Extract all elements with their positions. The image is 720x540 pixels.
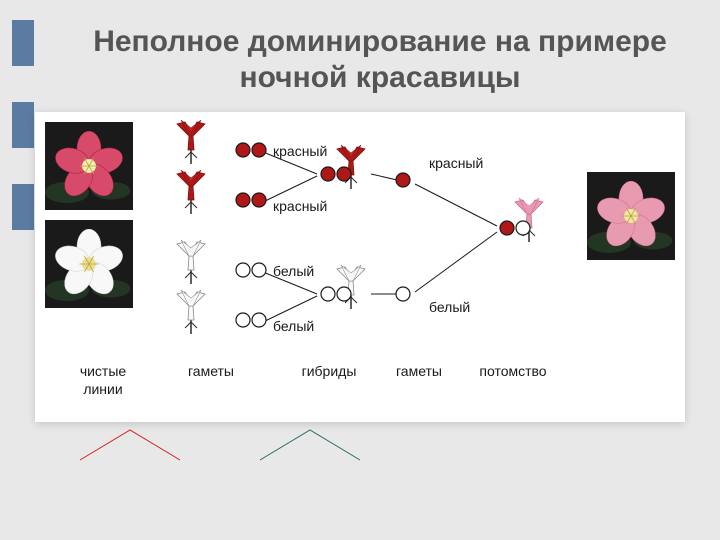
schematic-flower [177,240,205,284]
schematic-flower [177,290,205,334]
allele-pair [236,193,266,207]
allele-pair [321,287,351,301]
flower-label: красный [429,155,483,171]
schematic-flower [177,170,205,214]
flower-label: красный [273,198,327,214]
column-label: линии [83,381,122,397]
column-label: гибриды [302,363,357,379]
accent-bar [12,102,34,148]
flower-label: белый [273,263,314,279]
column-label: чистые [80,363,127,379]
allele-pair [396,173,410,187]
allele-pair [500,221,530,235]
column-label: гаметы [188,363,234,379]
inheritance-line [415,184,497,226]
flower-label: красный [273,143,327,159]
diagram-svg: красный красный белый белый красный белый чист… [35,112,685,422]
flower-photo [45,122,133,210]
allele-pair [321,167,351,181]
schematic-flower [515,198,543,242]
accent-bar [12,20,34,66]
schematic-flower [177,120,205,164]
genetics-diagram: красный красный белый белый красный белый чист… [35,112,685,422]
flower-photo [587,172,675,260]
allele-pair [236,263,266,277]
flower-photo [45,220,133,308]
allele-pair [236,313,266,327]
inheritance-line [415,232,497,292]
allele-pair [236,143,266,157]
flower-label: белый [429,299,470,315]
allele-pair [396,287,410,301]
accent-bar [12,184,34,230]
page-title: Неполное доминирование на примере ночной… [70,24,690,96]
column-label: потомство [479,363,546,379]
column-label: гаметы [396,363,442,379]
flower-label: белый [273,318,314,334]
inheritance-line [371,174,397,180]
